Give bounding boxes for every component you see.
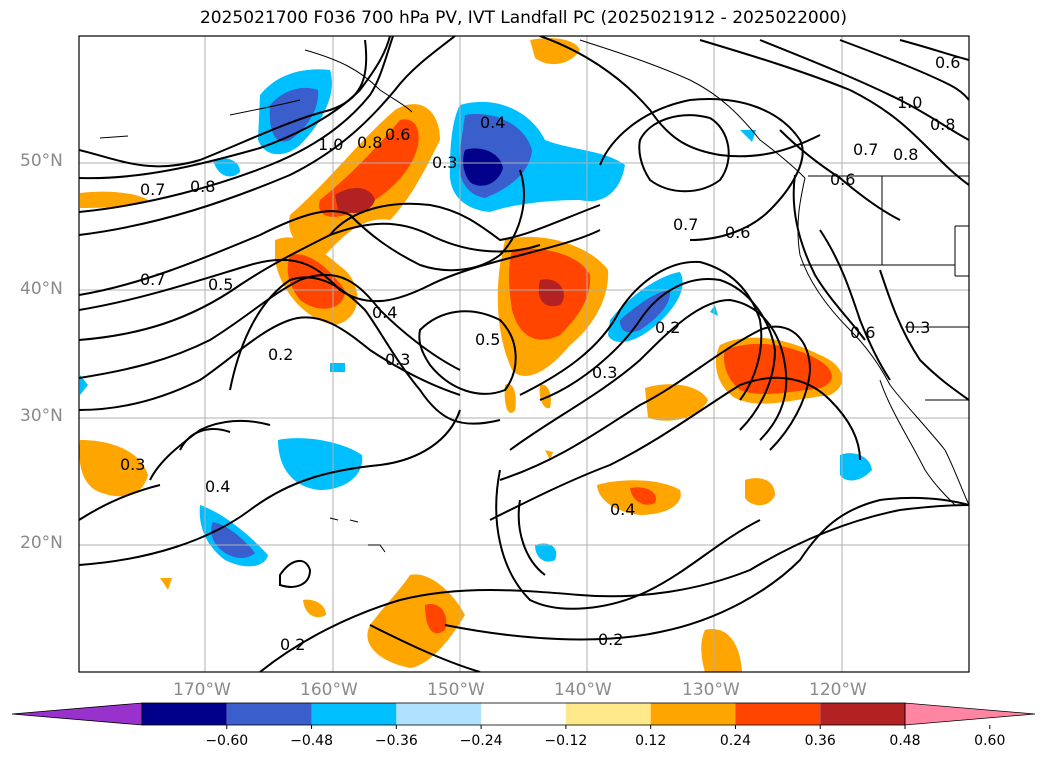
colorbar-box	[142, 703, 227, 725]
contour-label: 0.8	[930, 115, 955, 134]
contour-label: 0.2	[655, 318, 680, 337]
contour-label: 0.7	[853, 140, 878, 159]
colorbar-extend-min	[11, 702, 143, 726]
negative-anomaly-fill	[80, 69, 872, 567]
contour-label: 1.0	[318, 135, 343, 154]
colorbar-tick-label: −0.48	[290, 733, 333, 749]
colorbar-tick-label: −0.12	[544, 733, 588, 749]
colorbar-tick-label: −0.60	[205, 733, 249, 749]
contour-label: 0.7	[673, 215, 698, 234]
contour-label: 0.2	[280, 635, 305, 654]
colorbar-tick-label: 0.60	[974, 733, 1006, 749]
contour-label: 0.2	[268, 345, 293, 364]
contour-label: 0.6	[935, 53, 960, 72]
colorbar-box	[735, 703, 821, 725]
contour-label: 0.8	[893, 145, 918, 164]
colorbar-tick-label: 0.36	[804, 733, 836, 749]
political-boundaries	[800, 175, 969, 401]
contour-label: 0.3	[905, 318, 930, 337]
contour-label: 0.6	[850, 323, 875, 342]
contour-label: 0.4	[372, 303, 397, 322]
coastlines	[99, 39, 969, 553]
colorbar-box	[226, 703, 312, 725]
contour-label: 0.8	[357, 133, 382, 152]
lon-label-140w: 140°W	[554, 680, 612, 700]
colorbar-tick-label: 0.48	[889, 733, 921, 749]
map-title: 2025021700 F036 700 hPa PV, IVT Landfall…	[199, 8, 847, 28]
contour-label: 0.3	[592, 363, 617, 382]
contour-label: 0.3	[432, 153, 457, 172]
lon-label-160w: 160°W	[300, 680, 358, 700]
lat-label-20n: 20°N	[20, 533, 63, 553]
lat-label-30n: 30°N	[20, 406, 63, 426]
colorbar-tick-label: −0.36	[374, 733, 418, 749]
colorbar-box	[650, 703, 736, 725]
contour-label: 0.4	[610, 500, 635, 519]
lat-label-50n: 50°N	[20, 151, 63, 171]
contour-label: 0.3	[120, 455, 145, 474]
lon-label-170w: 170°W	[173, 680, 231, 700]
colorbar-tick-label: 0.12	[635, 733, 667, 749]
colorbar-tick-label: −0.24	[459, 733, 503, 749]
contour-label: 0.6	[830, 170, 855, 189]
colorbar-tick-label: 0.24	[719, 733, 752, 749]
positive-anomaly-fill	[79, 38, 843, 672]
ivt-contours	[79, 36, 969, 672]
colorbar-box	[311, 703, 397, 725]
contour-label: 0.8	[190, 177, 215, 196]
contour-label: 1.0	[897, 93, 922, 112]
colorbar-extend-max	[904, 702, 1036, 726]
lon-label-130w: 130°W	[682, 680, 740, 700]
contour-label: 0.4	[480, 113, 505, 132]
lat-label-40n: 40°N	[20, 279, 63, 299]
lon-label-150w: 150°W	[427, 680, 485, 700]
colorbar-box	[820, 703, 905, 725]
colorbar-box	[481, 703, 566, 725]
contour-label: 0.3	[385, 350, 410, 369]
contour-label: 0.7	[140, 180, 165, 199]
contour-label: 0.4	[205, 477, 230, 496]
graticule	[79, 36, 969, 672]
colorbar-box	[396, 703, 482, 725]
colorbar-outline	[141, 702, 906, 726]
contour-label: 0.7	[140, 270, 165, 289]
contour-label: 0.6	[385, 125, 410, 144]
contour-label: 0.6	[725, 223, 750, 242]
lon-label-120w: 120°W	[809, 680, 867, 700]
map-frame	[78, 35, 970, 673]
contour-labels: 1.0 0.8 0.6 0.4 0.3 0.7 0.8 0.7 0.5 0.4 …	[120, 53, 960, 654]
contour-label: 0.5	[208, 275, 233, 294]
colorbar	[11, 702, 1036, 729]
contour-label: 0.2	[598, 630, 623, 649]
colorbar-box	[565, 703, 651, 725]
contour-label: 0.5	[475, 330, 500, 349]
